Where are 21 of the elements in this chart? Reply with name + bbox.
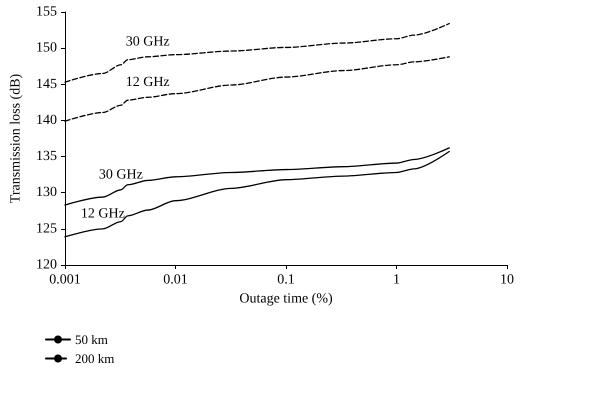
legend-label: 200 km [75, 351, 114, 366]
x-tick-label: 10 [500, 272, 514, 288]
y-tick-label: 155 [36, 4, 57, 20]
y-tick-label: 120 [36, 258, 57, 272]
annotation: 30 GHz [98, 167, 143, 182]
x-tick-label: 0.01 [163, 272, 188, 288]
y-tick-label: 125 [36, 221, 57, 236]
annotation: 12 GHz [80, 206, 125, 222]
legend-label: 50 km [75, 332, 108, 347]
y-tick-label: 150 [36, 40, 57, 56]
annotation: 12 GHz [126, 74, 170, 90]
x-tick-label: 1 [393, 272, 400, 288]
y-axis-title: Transmission loss (dB) [8, 73, 24, 204]
x-axis-title: Outage time (%) [239, 291, 333, 306]
annotation: 30 GHz [126, 34, 170, 50]
y-tick-label: 130 [36, 185, 57, 200]
x-tick-label: 0.001 [49, 272, 81, 288]
x-tick-label: 0.1 [277, 272, 295, 288]
y-tick-label: 135 [36, 149, 57, 164]
y-tick-label: 145 [36, 76, 57, 92]
y-tick-label: 140 [36, 112, 57, 128]
